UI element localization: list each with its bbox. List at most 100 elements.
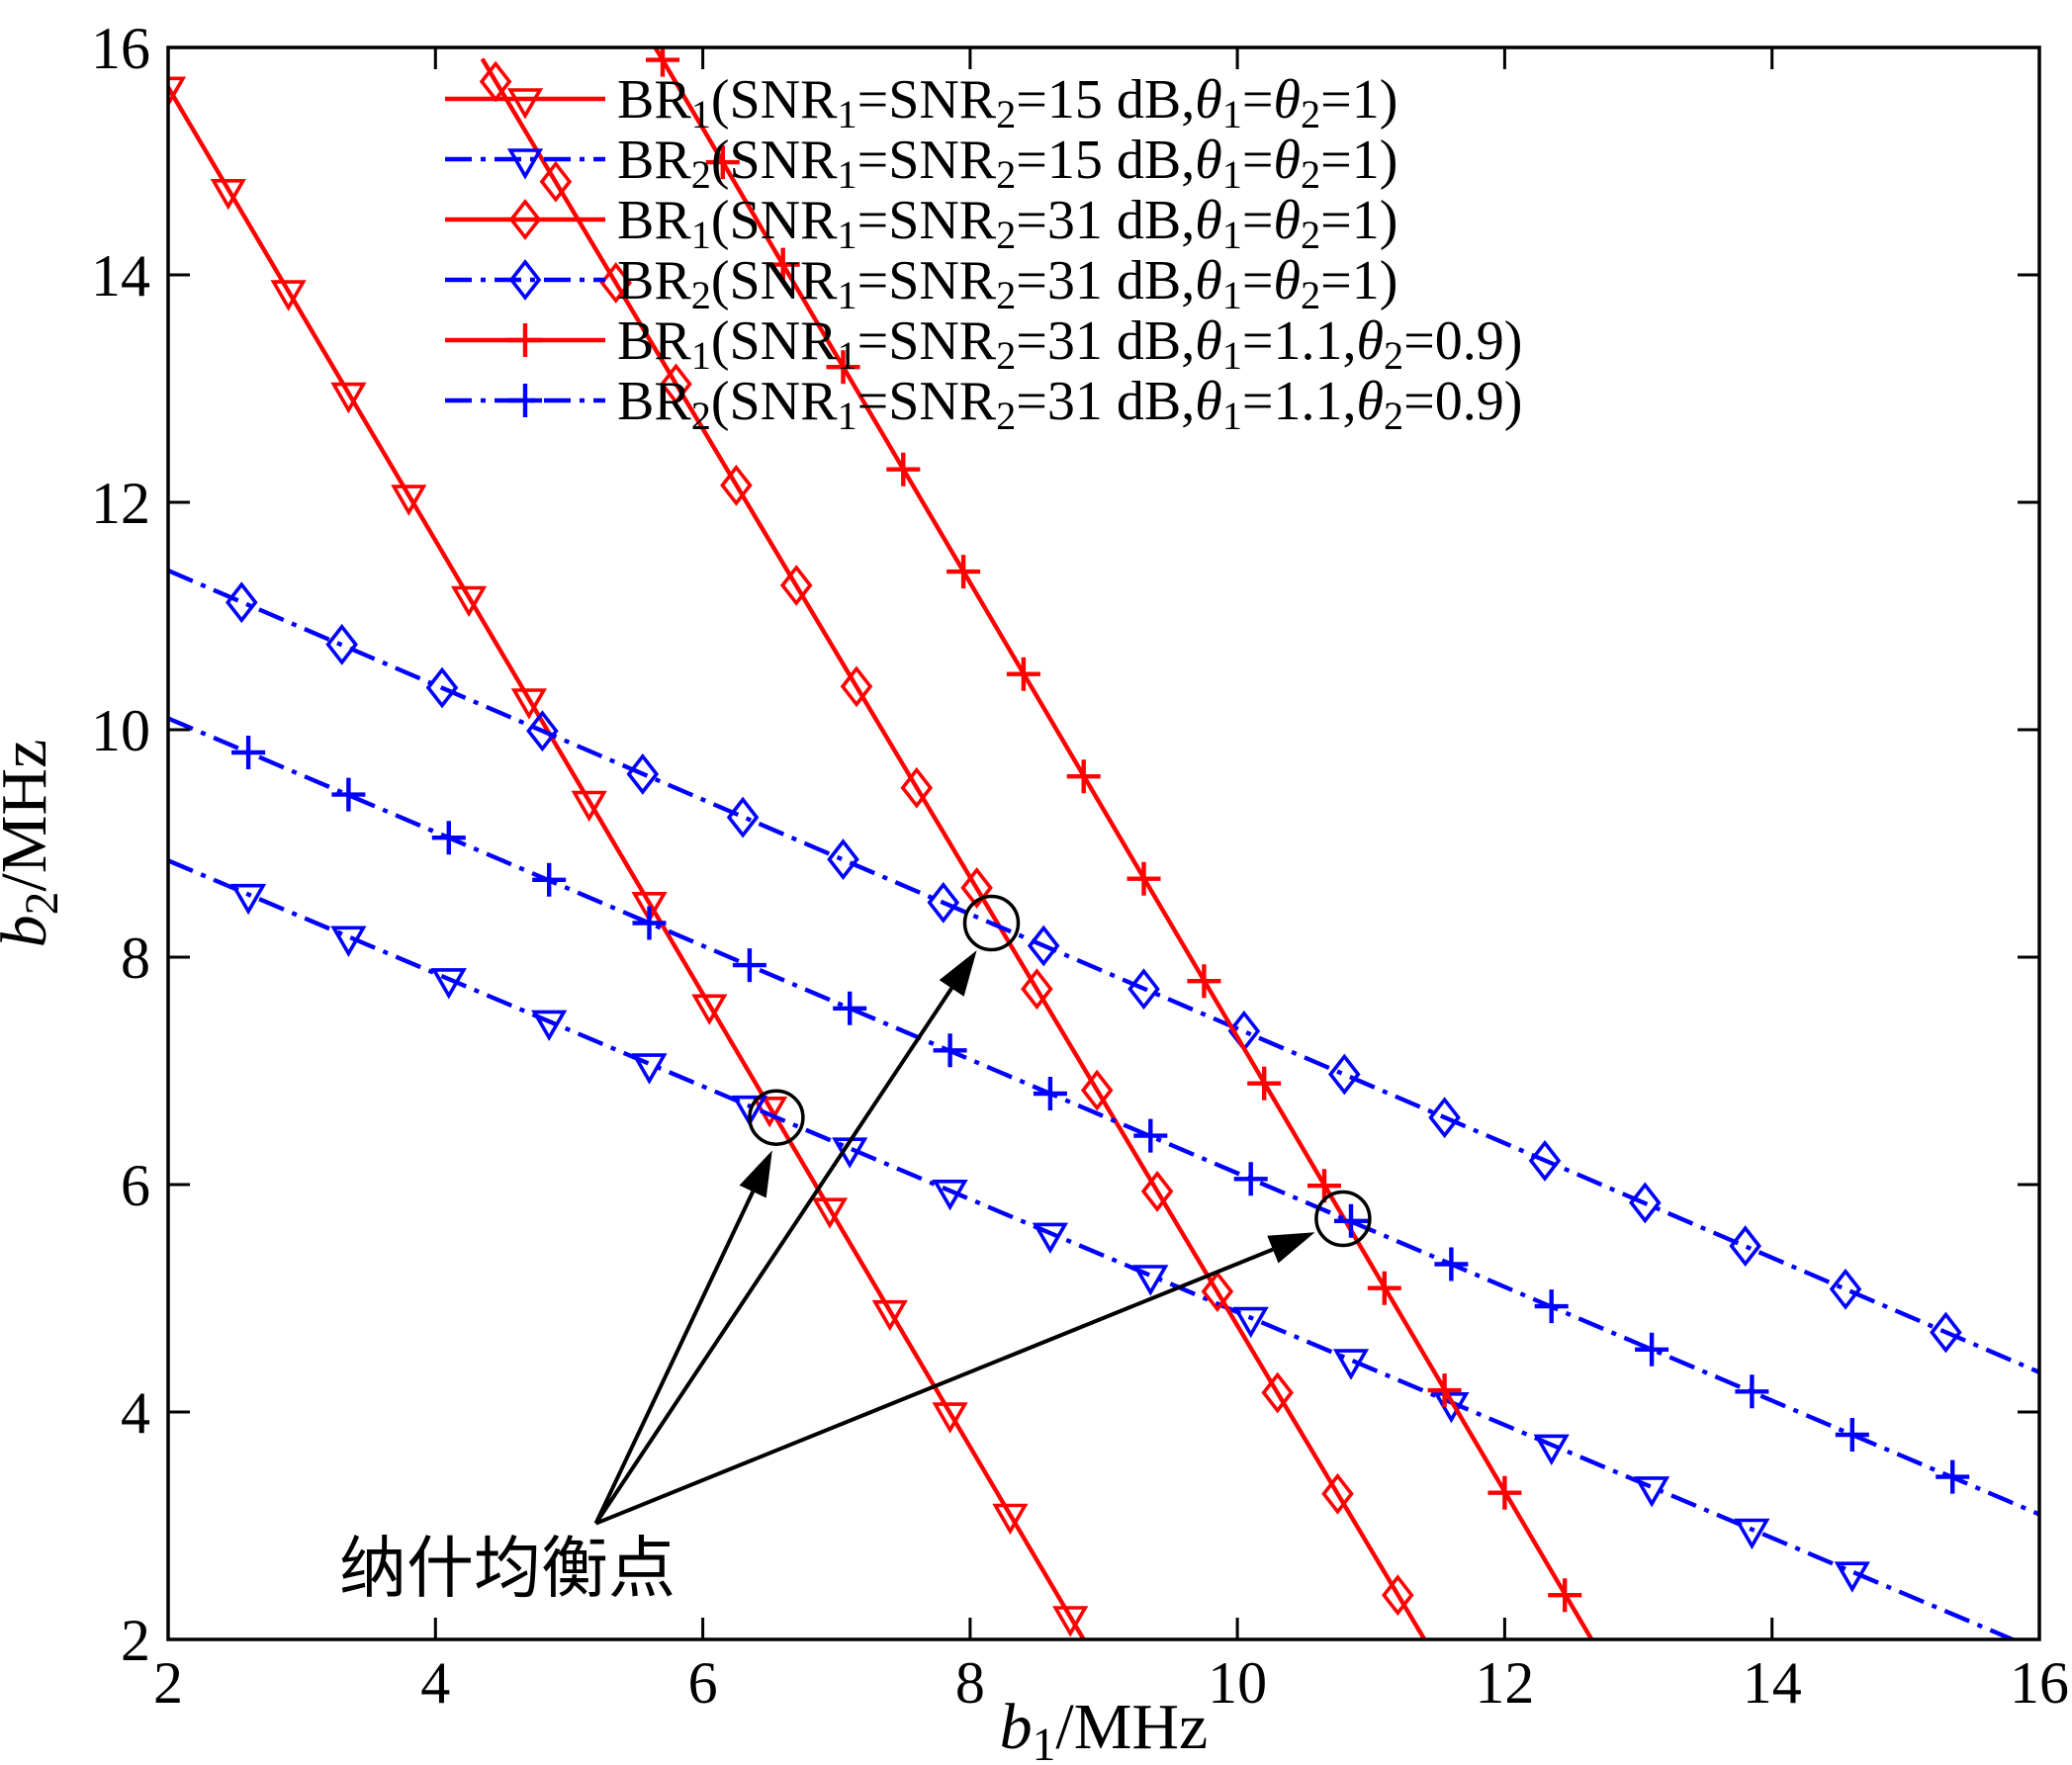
triangle-down-marker [631,1053,668,1085]
legend-entry-2: BR2(SNR1=SNR2=15 dB,θ1=θ2=1) [445,130,1397,197]
diamond-marker [626,752,660,795]
diamond-marker [1021,968,1053,1011]
legend-label: BR2(SNR1=SNR2=31 dB,θ1=θ2=1) [617,250,1397,317]
diamond-marker [840,665,873,708]
legend-label: BR2(SNR1=SNR2=15 dB,θ1=θ2=1) [617,130,1397,197]
diamond-marker [779,565,813,606]
legend-entry-6: BR2(SNR1=SNR2=31 dB,θ1=1.1,θ2=0.9) [445,371,1522,438]
triangle-down-marker [531,1010,568,1042]
triangle-down-marker [932,1180,968,1211]
x-tick-label: 12 [1475,1650,1534,1716]
triangle-down-marker [1533,1434,1570,1466]
y-tick-label: 12 [91,471,150,536]
series-1-line [168,86,1086,1639]
annotation-arrow-line [594,1247,1274,1526]
x-tick-label: 2 [153,1650,183,1716]
triangle-down-marker [330,926,367,957]
x-tick-label: 4 [420,1650,450,1716]
diamond-marker [425,666,459,709]
triangle-down-marker [811,1197,849,1229]
triangle-down-marker [506,88,544,120]
triangle-down-marker [506,148,544,180]
plus-marker [1006,657,1040,691]
annotation-arrow-head [739,1150,772,1198]
plus-marker [732,948,766,983]
x-tick-label: 8 [955,1650,985,1716]
annotation-arrow-head [1267,1232,1315,1264]
plus-marker [1126,861,1161,896]
x-tick-label: 6 [688,1650,718,1716]
plus-marker [1187,964,1221,999]
plus-marker [1033,1077,1067,1110]
diamond-marker [960,866,993,909]
series-layer [168,47,2039,1639]
diamond-marker [508,259,542,301]
plus-marker [705,145,740,180]
diamond-marker [539,160,573,203]
axes: 2 4 6 8 10 12 14 16 2 4 6 8 10 12 14 16 [91,16,2069,1716]
plus-marker [1247,1066,1282,1101]
plus-marker [231,736,266,769]
plus-marker [508,323,542,357]
annotation-arrow-line [593,987,953,1525]
x-tick-label: 16 [2010,1650,2069,1716]
x-tick-label: 14 [1743,1650,1802,1716]
diamond-marker [225,581,258,624]
triangle-down-marker [1734,1518,1770,1550]
triangle-down-marker [229,883,267,916]
triangle-down-marker [450,585,488,618]
legend-label: BR1(SNR1=SNR2=31 dB,θ1=1.1,θ2=0.9) [617,310,1522,378]
triangle-down-marker [330,382,367,414]
plus-marker [886,452,921,486]
diamond-marker [1629,1182,1662,1224]
plus-marker [946,555,981,589]
plus-marker [1936,1459,1970,1494]
triangle-down-marker [1232,1306,1269,1339]
plus-marker [826,350,860,385]
nash-circle [962,894,1021,952]
series-3-line [480,57,1427,1639]
y-axis-label: b2/MHz [0,740,68,948]
triangle-down-marker [270,280,307,311]
plus-marker [933,1033,967,1068]
diamond-marker [1930,1311,1962,1354]
plus-marker [1367,1271,1401,1305]
legend-entry-4: BR2(SNR1=SNR2=31 dB,θ1=θ2=1) [445,250,1397,317]
legend: BR1(SNR1=SNR2=15 dB,θ1=θ2=1)BR2(SNR1=SNR… [445,69,1522,438]
plus-marker [1835,1418,1869,1452]
plus-marker [1334,1203,1368,1238]
diamond-marker [1201,1271,1234,1313]
legend-label: BR2(SNR1=SNR2=31 dB,θ1=1.1,θ2=0.9) [617,371,1522,438]
nash-equilibrium-circles [748,894,1372,1248]
svg-text:b1/MHz: b1/MHz [1000,1691,1209,1765]
plus-marker [632,906,667,940]
triangle-down-marker [992,1503,1029,1536]
diamond-marker [726,796,760,838]
triangle-down-marker [1132,1265,1169,1296]
annotation-arrow-head [939,950,977,997]
axes-frame [166,45,2041,1641]
plus-marker [1534,1289,1569,1324]
plus-marker [1427,1373,1462,1408]
y-tick-label: 4 [121,1380,150,1446]
triangle-down-marker [1332,1349,1370,1380]
diamond-marker [1140,1170,1174,1212]
plus-marker [833,991,867,1025]
diamond-marker [325,623,358,665]
diamond-marker [827,838,859,881]
plus-marker [1434,1247,1469,1281]
x-axis-label: b1/MHz [1000,1691,1209,1765]
diamond-marker [720,464,753,506]
triangle-down-marker [391,485,427,516]
plus-marker [766,247,800,282]
diamond-marker [660,363,692,405]
y-tick-label: 10 [91,698,150,763]
legend-label: BR1(SNR1=SNR2=15 dB,θ1=θ2=1) [617,69,1397,136]
triangle-down-marker [430,968,467,1000]
legend-entry-5: BR1(SNR1=SNR2=31 dB,θ1=1.1,θ2=0.9) [445,310,1522,378]
triangle-down-marker [1052,1606,1089,1637]
plus-marker [1735,1374,1769,1409]
plus-marker [1487,1475,1522,1510]
plus-marker [1307,1169,1341,1203]
